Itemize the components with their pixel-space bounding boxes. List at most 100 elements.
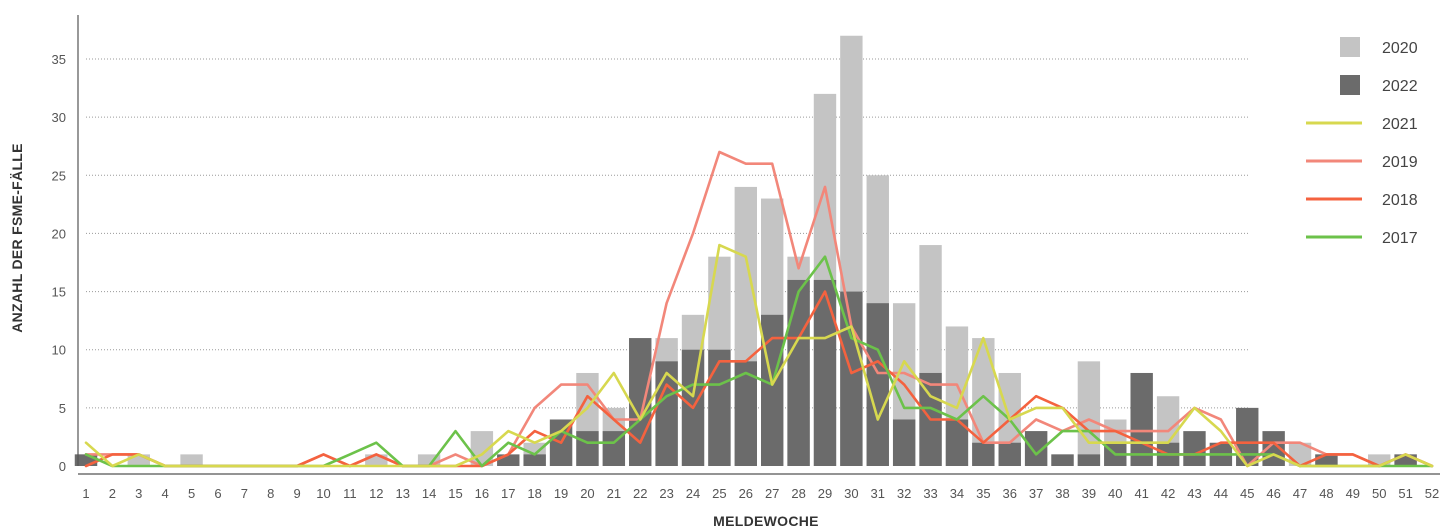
x-tick-label: 6 — [214, 486, 221, 501]
x-tick-label: 17 — [501, 486, 515, 501]
x-tick-label: 33 — [923, 486, 937, 501]
x-tick-label: 7 — [241, 486, 248, 501]
x-tick-label: 34 — [950, 486, 964, 501]
y-tick-label: 10 — [52, 343, 66, 358]
x-tick-label: 44 — [1214, 486, 1228, 501]
x-tick-label: 19 — [554, 486, 568, 501]
bar-2022-w37 — [1024, 431, 1048, 466]
bar-2022-w28 — [787, 279, 810, 466]
x-tick-label: 43 — [1187, 486, 1201, 501]
bar-2022-w21 — [602, 431, 626, 466]
x-tick-label: 36 — [1002, 486, 1016, 501]
x-tick-label: 24 — [686, 486, 700, 501]
legend: 2020 2022 2021 2019 2018 2017 — [1306, 37, 1418, 247]
bar-2022-w45 — [1236, 407, 1259, 466]
x-tick-label: 32 — [897, 486, 911, 501]
x-tick-label: 45 — [1240, 486, 1254, 501]
x-tick-label: 26 — [739, 486, 753, 501]
bar-2022-w48 — [1315, 454, 1338, 466]
x-tick-label: 50 — [1372, 486, 1386, 501]
x-tick-label: 4 — [162, 486, 169, 501]
x-tick-label: 51 — [1398, 486, 1412, 501]
y-tick-label: 15 — [52, 285, 66, 300]
y-axis-title: ANZAHL DER FSME-FÄLLE — [9, 143, 25, 333]
x-tick-label: 47 — [1293, 486, 1307, 501]
bar-2022-w29 — [813, 279, 837, 466]
y-tick-labels: 0 5 10 15 20 25 30 35 — [52, 52, 66, 474]
y-tick-label: 30 — [52, 110, 66, 125]
bar-2022-w38 — [1051, 454, 1074, 466]
legend-label-2018: 2018 — [1382, 192, 1418, 209]
x-tick-label: 8 — [267, 486, 274, 501]
bar-2022-w23 — [655, 361, 678, 466]
x-tick-label: 41 — [1134, 486, 1148, 501]
legend-swatch-2022 — [1340, 75, 1360, 95]
x-tick-label: 48 — [1319, 486, 1333, 501]
bar-2022-w41 — [1130, 372, 1153, 466]
legend-label-2020: 2020 — [1382, 40, 1418, 57]
line-2021 — [84, 243, 1434, 468]
x-tick-label: 40 — [1108, 486, 1122, 501]
bar-2022-w22 — [629, 338, 652, 466]
line-2018 — [84, 290, 1434, 468]
x-tick-label: 49 — [1346, 486, 1360, 501]
x-tick-label: 9 — [294, 486, 301, 501]
x-tick-label: 38 — [1055, 486, 1069, 501]
bar-2022-w25 — [708, 349, 731, 466]
bar-2020-w39 — [1077, 361, 1101, 466]
x-tick-label: 2 — [109, 486, 116, 501]
bar-2022-w32 — [892, 419, 916, 466]
bar-2020-w35 — [972, 338, 995, 466]
x-axis-title: MELDEWOCHE — [713, 513, 819, 529]
y-tick-label: 35 — [52, 52, 66, 67]
bar-2020-w50 — [1368, 454, 1391, 466]
axes — [77, 15, 1440, 475]
y-tick-label: 0 — [59, 459, 66, 474]
x-tick-label: 35 — [976, 486, 990, 501]
bar-2022-w20 — [576, 431, 599, 466]
legend-label-2017: 2017 — [1382, 230, 1418, 247]
x-tick-label: 27 — [765, 486, 779, 501]
x-tick-label: 21 — [607, 486, 621, 501]
x-tick-label: 37 — [1029, 486, 1043, 501]
x-tick-labels: 1 2 3 4 5 6 7 8 9 10 11 12 13 14 15 16 17 18 19 20 21 22 23 24 2… — [82, 486, 1439, 501]
bar-2022-w31 — [866, 303, 889, 466]
x-tick-label: 10 — [316, 486, 330, 501]
bar-2022-w39 — [1077, 454, 1101, 466]
x-tick-label: 31 — [871, 486, 885, 501]
bar-series — [74, 35, 1417, 467]
bar-2020-w3 — [127, 454, 150, 466]
line-series — [84, 150, 1434, 468]
bar-2022-w43 — [1183, 431, 1206, 466]
legend-label-2021: 2021 — [1382, 116, 1418, 133]
x-tick-label: 23 — [659, 486, 673, 501]
x-tick-label: 16 — [475, 486, 489, 501]
x-tick-label: 28 — [791, 486, 805, 501]
bar-2022-w35 — [972, 442, 995, 466]
x-tick-label: 46 — [1266, 486, 1280, 501]
bar-2022-w51 — [1394, 454, 1417, 466]
x-tick-label: 30 — [844, 486, 858, 501]
legend-label-2019: 2019 — [1382, 154, 1418, 171]
bar-2022-w17 — [497, 454, 520, 466]
bar-2022-w26 — [734, 361, 757, 466]
y-tick-label: 5 — [59, 401, 66, 416]
bar-2022-w18 — [523, 454, 546, 466]
bar-2022-w36 — [998, 442, 1021, 466]
bar-2020-w5 — [180, 454, 203, 466]
y-tick-label: 20 — [52, 226, 66, 241]
x-tick-label: 5 — [188, 486, 195, 501]
legend-swatch-2020 — [1340, 37, 1360, 57]
bar-2022-w34 — [945, 419, 969, 466]
bar-2022-w1 — [74, 454, 98, 466]
x-tick-label: 12 — [369, 486, 383, 501]
x-tick-label: 22 — [633, 486, 647, 501]
x-tick-label: 20 — [580, 486, 594, 501]
legend-label-2022: 2022 — [1382, 78, 1418, 95]
x-tick-label: 18 — [527, 486, 541, 501]
x-tick-label: 3 — [135, 486, 142, 501]
x-tick-label: 15 — [448, 486, 462, 501]
x-tick-label: 25 — [712, 486, 726, 501]
bar-2020-w12 — [365, 454, 388, 466]
